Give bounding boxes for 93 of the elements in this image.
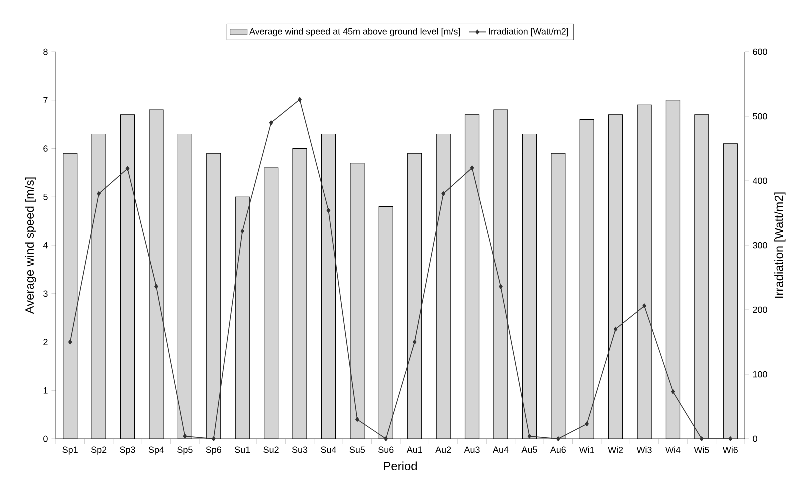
bar — [608, 114, 623, 439]
point — [412, 340, 417, 345]
bar — [522, 134, 537, 439]
y-tick-label: 7 — [44, 97, 48, 104]
point — [728, 436, 733, 442]
y2-tick-label: 0 — [753, 436, 758, 442]
bar — [551, 154, 566, 439]
x-tick-label: Su4 — [321, 446, 336, 454]
bar — [494, 110, 508, 439]
point — [126, 166, 130, 172]
y-tick-label: 5 — [44, 194, 48, 200]
bar — [322, 134, 336, 439]
point — [183, 434, 188, 439]
point — [671, 390, 676, 394]
bar — [694, 114, 709, 439]
point — [68, 340, 72, 345]
x-tick-label: Sp5 — [178, 446, 193, 455]
x-tick-label: Au4 — [493, 446, 509, 454]
x-tick-label: Sp6 — [206, 446, 222, 455]
bar — [723, 144, 738, 439]
bar — [264, 168, 278, 439]
x-tick-label: Su3 — [292, 446, 308, 454]
y2-tick-label: 200 — [753, 306, 768, 314]
bar — [236, 197, 250, 439]
x-tick-label: Wi6 — [722, 446, 738, 454]
bar — [206, 154, 221, 439]
point — [642, 304, 646, 309]
point — [97, 192, 101, 196]
bar — [149, 110, 164, 439]
x-tick-label: Sp2 — [91, 446, 107, 455]
point — [585, 422, 590, 427]
point — [154, 284, 158, 290]
point — [326, 208, 331, 214]
x-tick-label: Sp4 — [148, 446, 164, 455]
x-tick-label: Wi5 — [694, 446, 710, 454]
y-tick-label: 1 — [44, 388, 48, 394]
x-tick-label: Wi3 — [636, 446, 652, 454]
y-tick-label: 4 — [43, 242, 48, 249]
x-tick-label: Au2 — [436, 446, 452, 454]
legend-label: Average wind speed at 45m above ground level [m/s] — [250, 28, 460, 37]
y2-axis-title: Irradiation [Watt/m2] — [774, 192, 786, 298]
x-axis-title: Period — [384, 462, 417, 471]
x-tick-label: Wi4 — [666, 446, 681, 454]
bar — [379, 206, 394, 439]
x-tick-label: Au6 — [550, 446, 566, 454]
point — [528, 434, 532, 439]
point — [240, 228, 245, 234]
y-tick-label: 3 — [44, 290, 48, 298]
bar — [63, 154, 78, 439]
y-tick-label: 2 — [44, 339, 48, 346]
point — [700, 436, 704, 442]
x-tick-label: Su1 — [235, 446, 250, 454]
x-tick-label: Wi2 — [608, 446, 624, 454]
x-tick-label: Su2 — [264, 446, 279, 454]
point — [298, 97, 302, 102]
legend-label: Irradiation [Watt/m2] — [489, 28, 568, 37]
bar — [580, 120, 594, 439]
x-tick-label: Su5 — [350, 446, 366, 454]
point — [470, 166, 474, 170]
point — [384, 436, 388, 442]
bar — [436, 134, 451, 439]
y-axis-title: Average wind speed [m/s] — [25, 178, 36, 314]
y-tick-label: 8 — [44, 48, 48, 56]
point — [356, 417, 360, 422]
point — [269, 120, 274, 126]
bar — [638, 105, 652, 439]
x-tick-label: Su6 — [378, 446, 394, 454]
x-tick-label: Wi1 — [579, 446, 594, 454]
y2-tick-label: 500 — [753, 113, 768, 120]
bar — [92, 134, 106, 439]
bar — [120, 114, 135, 439]
y2-tick-label: 400 — [752, 178, 768, 184]
point — [556, 436, 560, 442]
bar — [293, 148, 308, 439]
y2-tick-label: 100 — [753, 371, 768, 378]
y-tick-label: 0 — [44, 436, 48, 442]
bar — [465, 114, 480, 439]
point — [442, 192, 446, 196]
point — [499, 284, 503, 290]
point — [614, 326, 618, 332]
bar — [408, 154, 422, 439]
bar — [666, 100, 680, 439]
y-tick-label: 6 — [44, 146, 48, 152]
x-tick-label: Sp1 — [62, 446, 78, 455]
bar — [350, 163, 364, 439]
x-tick-label: Au3 — [464, 446, 480, 454]
x-tick-label: Sp3 — [120, 446, 136, 455]
bar — [178, 134, 192, 439]
x-tick-label: Au5 — [522, 446, 538, 454]
x-tick-label: Au1 — [406, 446, 422, 454]
point — [212, 436, 216, 442]
y2-tick-label: 300 — [753, 242, 768, 249]
y2-tick-label: 600 — [753, 48, 768, 56]
